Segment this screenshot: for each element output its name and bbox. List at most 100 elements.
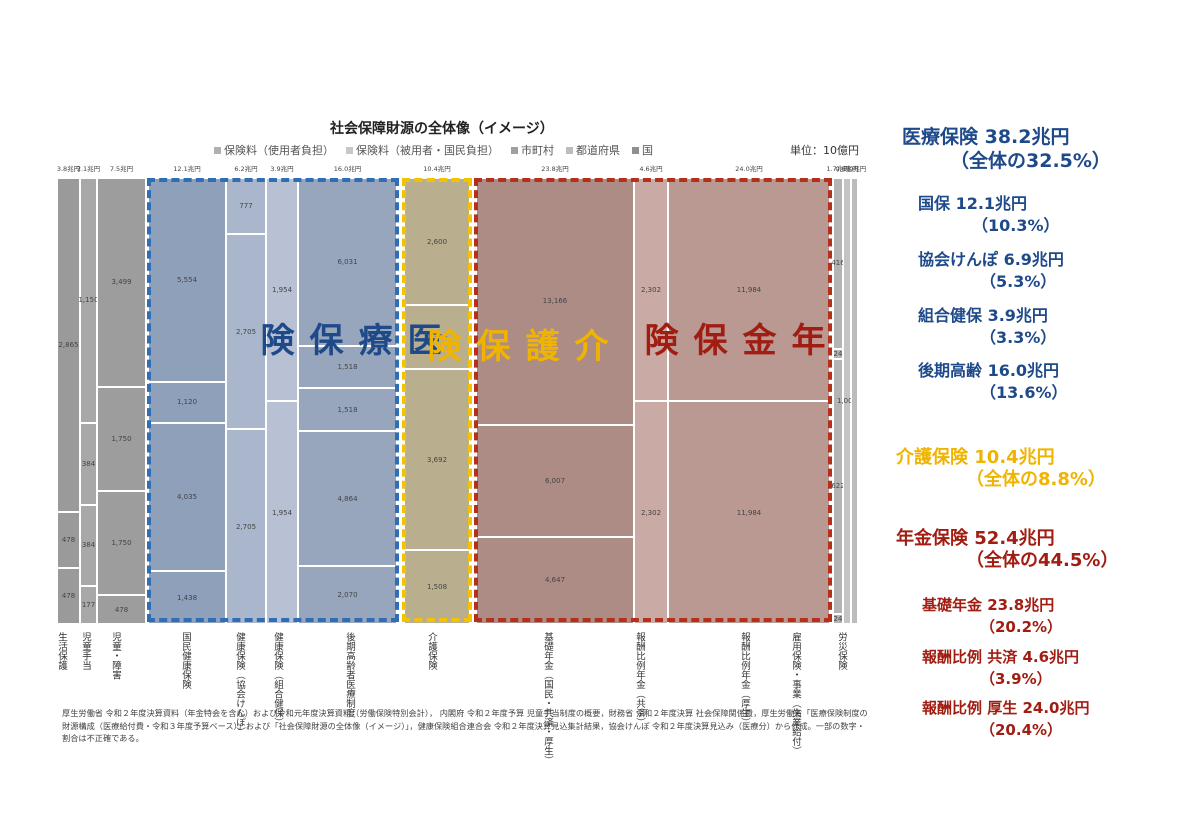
care-big-label: 介護保険: [421, 328, 608, 364]
summary-line: （3.3%）: [980, 328, 1057, 347]
summary-line: 年金保険 52.4兆円: [896, 528, 1055, 549]
segment-value-label: 4,864: [337, 494, 358, 503]
segment-value-label: 1,150: [78, 296, 99, 305]
summary-line: （5.3%）: [980, 272, 1057, 291]
summary-line: 協会けんぽ 6.9兆円: [918, 250, 1064, 269]
segment-value-label: 384: [81, 541, 96, 550]
column-total-label: 1.0兆円: [842, 165, 867, 173]
category-label: 健康保険（協会けんぽ）: [234, 632, 245, 737]
chart-segment: [57, 512, 80, 569]
summary-line: （13.6%）: [980, 383, 1068, 402]
legend-label: 国: [642, 144, 653, 157]
chart-segment: [298, 430, 397, 567]
chart-segment: [833, 348, 843, 359]
segment-value-label: 478: [61, 536, 76, 545]
chart-segment: [833, 178, 843, 349]
segment-value-label: 2,705: [235, 522, 257, 531]
legend-swatch: [566, 146, 573, 154]
segment-value-label: 5,554: [176, 275, 198, 284]
column-total-label: 1.7兆円: [826, 165, 850, 173]
segment-value-label: 177: [81, 601, 96, 610]
chart-segment: [833, 358, 843, 615]
chart-segment: [80, 586, 97, 624]
chart-segment: [298, 388, 397, 431]
chart-segment: [97, 491, 146, 596]
segment-value-label: 1,438: [176, 593, 198, 602]
column-total-label: 16.0兆円: [333, 165, 362, 173]
chart-segment: [226, 429, 266, 624]
chart-segment: [298, 566, 397, 624]
legend-label: 市町村: [521, 144, 554, 157]
legend-label: 保険料（使用者負担）: [224, 144, 334, 157]
segment-value-label: 478: [114, 605, 129, 614]
segment-value-label: 6,031: [337, 258, 358, 267]
category-label: 生活保護: [56, 632, 67, 670]
column-total-label: 6.2兆円: [234, 165, 258, 173]
chart-title: 社会保障財源の全体像（イメージ）: [330, 121, 554, 137]
summary-line: （3.9%）: [980, 670, 1052, 688]
legend-item: 保険料（使用者負担）: [214, 142, 334, 158]
chart-segment: [148, 423, 226, 572]
chart-segment: [634, 401, 668, 624]
category-label: 後期高齢者医療制度: [344, 632, 355, 718]
chart-segment: [57, 178, 80, 513]
source-note: 厚生労働省 令和２年度決算資料（年金特会を含む）および令和元年度決算資料（労働保…: [62, 708, 868, 743]
column-total-label: 7.5兆円: [109, 165, 134, 173]
summary-line: （20.4%）: [980, 721, 1063, 739]
category-label: 児童・障害: [110, 632, 121, 680]
segment-value-label: 1,954: [271, 508, 293, 517]
legend-label: 都道府県: [576, 144, 620, 157]
chart-segment: [668, 401, 830, 624]
segment-value-label: 1,004: [836, 397, 858, 405]
category-label: 報酬比例年金（厚生）: [739, 632, 750, 727]
legend-item: 保険料（被用者・国民負担）: [346, 142, 499, 158]
summary-line: （全体の32.5%）: [950, 150, 1111, 172]
summary-line: 基礎年金 23.8兆円: [922, 596, 1055, 614]
segment-value-label: 384: [81, 459, 96, 468]
summary-line: （20.2%）: [980, 618, 1063, 636]
column-total-label: 24.0兆円: [735, 165, 763, 173]
segment-value-label: 6,007: [544, 476, 566, 485]
chart-segment: [476, 178, 634, 425]
segment-value-label: 4,035: [176, 493, 198, 502]
legend-item: 都道府県: [566, 142, 620, 158]
unit-label: 単位：10億円: [790, 144, 859, 157]
legend-label: 保険料（被用者・国民負担）: [356, 144, 499, 157]
pension-big-label: 年金保険: [638, 322, 825, 358]
column-total-label: 2.1兆円: [76, 165, 101, 173]
category-label: 健康保険（組合健保）: [272, 632, 283, 727]
column-total-label: 12.1兆円: [173, 165, 201, 173]
legend-swatch: [632, 146, 639, 154]
chart-segment: [266, 178, 298, 401]
chart-segment: [298, 346, 397, 389]
chart-segment: [97, 178, 146, 387]
legend-item: 国: [632, 142, 653, 158]
chart-segment: [97, 595, 146, 624]
legend-swatch: [346, 146, 353, 154]
column-total-label: 4.6兆円: [639, 165, 663, 173]
summary-line: （10.3%）: [972, 216, 1060, 235]
chart-segment: [97, 386, 146, 492]
segment-value-label: 1,120: [176, 398, 198, 407]
category-label: 基礎年金（国民・共済・厚生）: [542, 632, 553, 765]
category-label: 国民健康保険: [180, 632, 191, 689]
segment-value-label: 1,300: [426, 333, 448, 342]
column-total-label: 3.8兆円: [56, 165, 81, 173]
chart-segment: [148, 178, 226, 382]
segment-value-label: 1,508: [426, 583, 448, 592]
chart-segment: [851, 178, 858, 624]
segment-value-label: 4,647: [544, 576, 566, 585]
legend: 保険料（使用者負担） 保険料（被用者・国民負担） 市町村 都道府県 国: [214, 142, 653, 158]
chart-segment: [80, 504, 97, 587]
segment-value-label: 2,865: [58, 341, 79, 350]
medical-big-label: 医療保険: [254, 322, 441, 358]
segment-value-label: 1,518: [337, 405, 358, 414]
pension-frame: [474, 178, 832, 622]
summary-line: （全体の44.5%）: [966, 550, 1119, 571]
segment-value-label: 11,984: [736, 508, 762, 517]
summary-line: （全体の8.8%）: [966, 469, 1106, 490]
summary-line: 報酬比例 厚生 24.0兆円: [922, 699, 1090, 717]
segment-value-label: 24: [833, 349, 843, 358]
chart-segment: [80, 178, 97, 423]
segment-value-label: 1,518: [337, 363, 358, 372]
